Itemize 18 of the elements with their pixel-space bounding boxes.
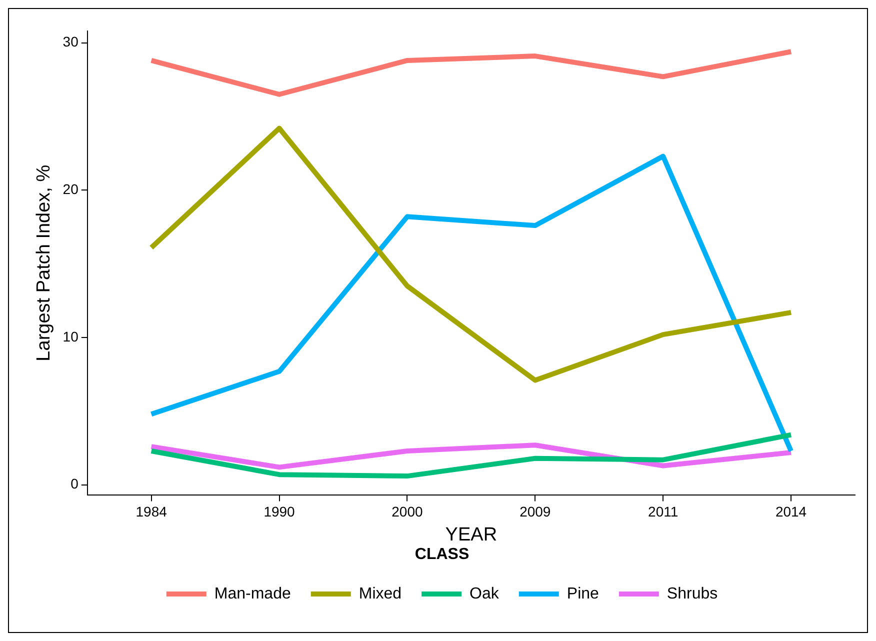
x-tick-label: 2000 <box>392 503 423 520</box>
y-tick-label: 0 <box>70 476 79 492</box>
legend-label: Shrubs <box>666 585 718 602</box>
x-axis-title: YEAR <box>445 524 498 546</box>
y-tick-label: 20 <box>62 181 79 198</box>
x-tick-label: 1990 <box>264 503 296 520</box>
legend-title: CLASS <box>414 546 470 564</box>
x-tick-label: 2011 <box>648 503 678 520</box>
y-tick-label: 10 <box>62 328 79 344</box>
y-tick-label: 30 <box>62 34 79 50</box>
y-axis-title: Largest Patch Index, % <box>34 164 55 362</box>
legend-label: Mixed <box>358 585 402 602</box>
legend-label: Pine <box>566 585 600 602</box>
legend-label: Oak <box>470 585 500 602</box>
x-tick-label: 1984 <box>136 503 168 520</box>
x-tick-label: 2014 <box>775 503 807 520</box>
legend-label: Man-made <box>214 585 291 602</box>
x-tick-label: 2009 <box>520 503 551 520</box>
